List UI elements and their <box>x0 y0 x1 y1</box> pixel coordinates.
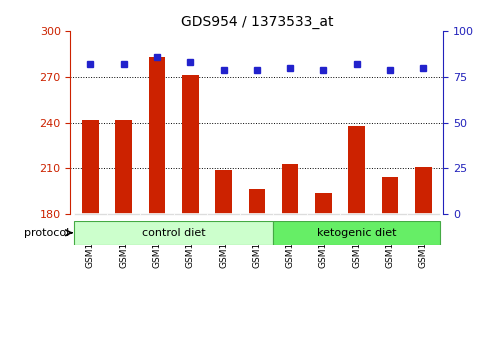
FancyBboxPatch shape <box>339 213 373 215</box>
FancyBboxPatch shape <box>173 213 206 215</box>
FancyBboxPatch shape <box>273 221 439 245</box>
Bar <box>381 177 398 214</box>
Bar <box>281 164 298 214</box>
FancyBboxPatch shape <box>140 213 173 215</box>
Bar <box>148 57 165 214</box>
Bar <box>115 120 132 214</box>
Bar <box>414 167 431 214</box>
FancyBboxPatch shape <box>240 213 273 215</box>
Bar <box>314 193 331 214</box>
FancyBboxPatch shape <box>373 213 406 215</box>
FancyBboxPatch shape <box>306 213 339 215</box>
Bar <box>347 126 365 214</box>
FancyBboxPatch shape <box>107 213 140 215</box>
Text: ketogenic diet: ketogenic diet <box>316 228 396 238</box>
Bar <box>248 189 264 214</box>
FancyBboxPatch shape <box>273 213 306 215</box>
Title: GDS954 / 1373533_at: GDS954 / 1373533_at <box>180 15 332 29</box>
Bar <box>182 76 198 214</box>
Text: control diet: control diet <box>142 228 205 238</box>
FancyBboxPatch shape <box>206 213 240 215</box>
FancyBboxPatch shape <box>74 221 273 245</box>
Bar <box>82 120 99 214</box>
FancyBboxPatch shape <box>74 213 107 215</box>
Bar <box>215 170 231 214</box>
Text: protocol: protocol <box>23 228 69 238</box>
FancyBboxPatch shape <box>406 213 439 215</box>
